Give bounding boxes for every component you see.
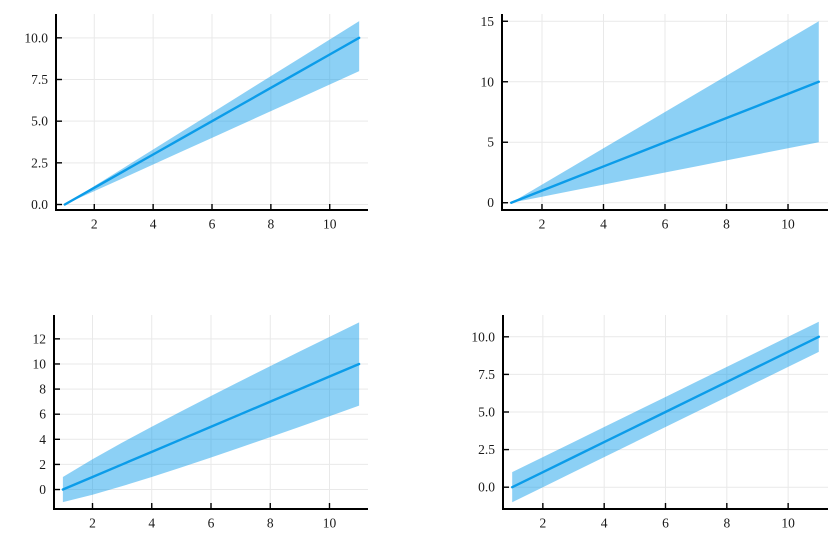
y-tick-label: 10.0: [24, 30, 48, 45]
x-tick-label: 4: [600, 217, 607, 232]
y-tick-label: 0.0: [478, 480, 495, 495]
x-tick-label: 2: [539, 516, 546, 531]
x-tick-label: 8: [723, 217, 730, 232]
subplot-3: 2 4 6 8 10 0 2 4 6 8 10 12: [33, 315, 368, 531]
x-tick-label: 8: [267, 217, 274, 232]
x-tick-label: 10: [781, 516, 795, 531]
y-tick-label: 5.0: [478, 405, 495, 420]
y-tick-label: 5: [487, 135, 494, 150]
y-tick-label: 12: [33, 331, 47, 346]
y-tick-label: 0: [487, 195, 494, 210]
y-tick-label: 5.0: [31, 114, 48, 129]
series-line: [61, 362, 361, 491]
confidence-ribbon: [64, 21, 360, 205]
y-tick-label: 4: [39, 432, 46, 447]
x-tick-label: 10: [323, 217, 337, 232]
y-tick-label: 0.0: [31, 197, 48, 212]
y-tick-label: 2.5: [478, 442, 495, 457]
y-tick-label: 7.5: [478, 367, 495, 382]
x-tick-label: 6: [209, 217, 216, 232]
x-tick-label: 6: [662, 217, 669, 232]
confidence-ribbon: [511, 21, 819, 203]
x-tick-label: 6: [208, 516, 215, 531]
x-tick-label: 2: [91, 217, 98, 232]
x-tick-label: 10: [323, 516, 337, 531]
x-tick-label: 8: [267, 516, 274, 531]
x-tick-label: 8: [723, 516, 730, 531]
x-tick-label: 10: [781, 217, 795, 232]
x-tick-label: 2: [89, 516, 96, 531]
y-tick-label: 6: [39, 407, 46, 422]
y-tick-label: 10: [481, 74, 495, 89]
x-tick-label: 6: [662, 516, 669, 531]
y-tick-label: 0: [39, 482, 46, 497]
x-tick-label: 4: [150, 217, 157, 232]
subplot-2: 2 4 6 8 10 0 5 10 15: [481, 14, 828, 232]
subplot-1: 2 4 6 8 10 0.0 2.5 5.0 7.5 10.0: [24, 14, 368, 232]
series-line: [510, 335, 821, 489]
x-tick-label: 4: [148, 516, 155, 531]
x-tick-label: 4: [601, 516, 608, 531]
y-tick-label: 15: [481, 14, 495, 29]
x-tick-label: 2: [539, 217, 546, 232]
y-tick-label: 10: [33, 356, 47, 371]
y-tick-label: 8: [39, 382, 46, 397]
y-tick-label: 10.0: [471, 329, 495, 344]
series-line: [63, 36, 361, 206]
y-tick-label: 2.5: [31, 155, 48, 170]
y-tick-label: 2: [39, 457, 46, 472]
subplot-4: 2 4 6 8 10 0.0 2.5 5.0 7.5 10.0: [471, 315, 828, 531]
y-tick-label: 7.5: [31, 72, 48, 87]
series-line: [510, 80, 820, 204]
